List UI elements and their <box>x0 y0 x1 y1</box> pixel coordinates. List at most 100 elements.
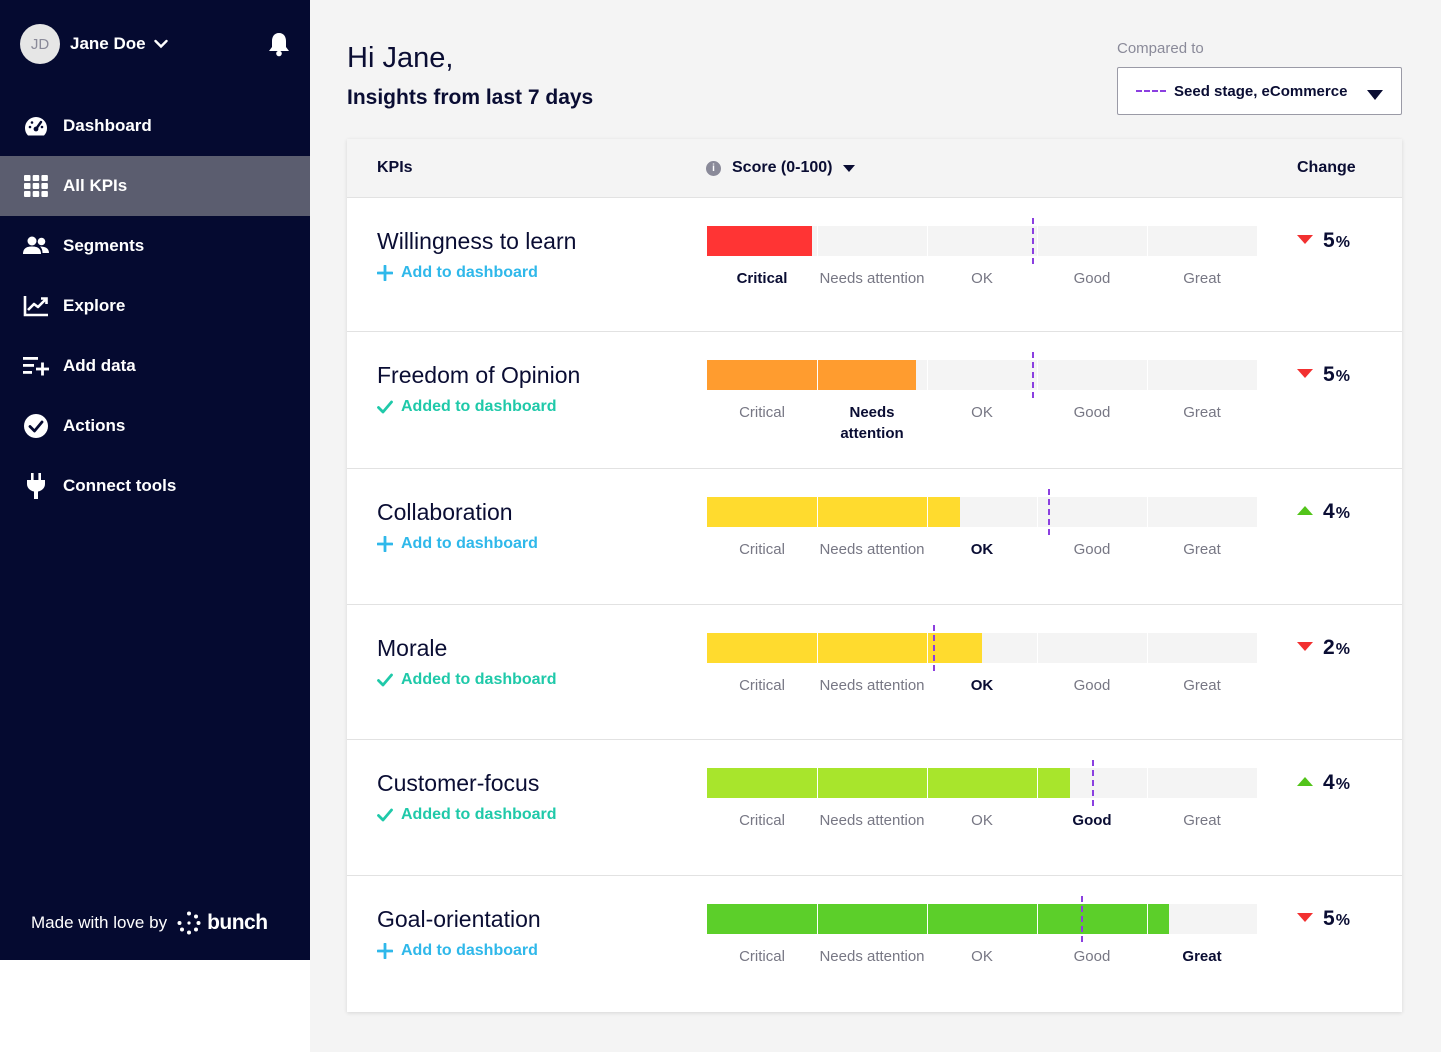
level-label: Good <box>1073 404 1111 421</box>
sidebar-item-dashboard[interactable]: Dashboard <box>0 96 310 156</box>
user-name[interactable]: Jane Doe <box>70 34 146 53</box>
score-sort[interactable]: i Score (0-100) <box>706 159 855 177</box>
bar-segment-divider <box>817 497 818 527</box>
dashboard-link-label[interactable]: Add to dashboard <box>401 535 538 552</box>
table-row: Goal-orientation Add to dashboard Critical… <box>347 876 1402 1012</box>
change-indicator: 2% <box>1297 636 1350 660</box>
level-label: Great <box>1183 812 1221 829</box>
sidebar-item-all-kpis[interactable]: All KPIs <box>0 156 310 216</box>
arrow-up-icon <box>1297 506 1313 515</box>
bar-segment-divider <box>1037 360 1038 390</box>
bar-segment-divider <box>927 633 928 663</box>
bar-segment-divider <box>1037 497 1038 527</box>
avatar[interactable]: JD <box>20 24 60 64</box>
change-unit: % <box>1335 505 1350 522</box>
brand-name: bunch <box>207 911 268 934</box>
level-label: Critical <box>739 948 785 965</box>
change-value: 2 <box>1323 636 1335 659</box>
kpi-name[interactable]: Goal-orientation <box>377 906 541 932</box>
sidebar-item-label: Dashboard <box>63 116 152 135</box>
made-with-text: Made with love by <box>31 913 168 932</box>
benchmark-marker <box>1092 760 1094 806</box>
bar-segment-divider <box>927 497 928 527</box>
level-label: Good <box>1073 948 1111 965</box>
col-score[interactable]: Score (0-100) <box>732 159 833 176</box>
level-label: OK <box>971 270 993 287</box>
compare-dash-icon <box>1136 90 1166 92</box>
score-bar <box>707 489 1257 535</box>
score-bar-fill <box>707 768 1070 798</box>
level-label: Good <box>1073 541 1111 558</box>
change-unit: % <box>1335 641 1350 658</box>
caret-down-icon[interactable] <box>1367 87 1383 105</box>
sidebar-item-add-data[interactable]: Add data <box>0 336 310 396</box>
change-unit: % <box>1335 368 1350 385</box>
dashboard-link-label[interactable]: Added to dashboard <box>401 671 557 688</box>
sidebar-item-connect-tools[interactable]: Connect tools <box>0 456 310 516</box>
sidebar-item-label: Segments <box>63 236 145 255</box>
kpi-name[interactable]: Collaboration <box>377 499 513 525</box>
level-label: Great <box>1183 541 1221 558</box>
dashboard-link-label[interactable]: Add to dashboard <box>401 264 538 281</box>
score-bar-fill <box>707 360 916 390</box>
bar-segment-divider <box>927 768 928 798</box>
level-label: Needs attention <box>819 948 925 965</box>
level-label: Needs attention <box>819 270 925 287</box>
change-value: 4 <box>1323 771 1335 794</box>
add-to-dashboard-button[interactable]: Add to dashboard <box>377 942 538 960</box>
kpi-name[interactable]: Willingness to learn <box>377 228 577 254</box>
bar-segment-divider <box>817 768 818 798</box>
dashboard-link-label[interactable]: Added to dashboard <box>401 398 557 415</box>
bar-segment-divider <box>1037 768 1038 798</box>
dashboard-link-label[interactable]: Add to dashboard <box>401 942 538 959</box>
level-label: Critical <box>739 404 785 421</box>
score-bar-fill <box>707 497 960 527</box>
level-label: Good <box>1073 677 1111 694</box>
grid-icon <box>23 173 49 199</box>
bar-segment-divider <box>1147 226 1148 256</box>
table-row: Customer-focus Added to dashboard Critical… <box>347 740 1402 876</box>
level-label: Needs attention <box>819 677 925 694</box>
sidebar-item-segments[interactable]: Segments <box>0 216 310 276</box>
plus-icon <box>377 265 393 281</box>
bar-segment-divider <box>1147 633 1148 663</box>
sidebar-item-label: All KPIs <box>63 176 128 195</box>
dashboard-link-label[interactable]: Added to dashboard <box>401 806 557 823</box>
bar-segment-divider <box>817 226 818 256</box>
sidebar-item-actions[interactable]: Actions <box>0 396 310 456</box>
arrow-up-icon <box>1297 777 1313 786</box>
compare-value[interactable]: Seed stage, eCommerce <box>1174 82 1348 100</box>
kpi-name[interactable]: Freedom of Opinion <box>377 362 581 388</box>
level-label: Needs attention <box>840 404 904 442</box>
kpi-name[interactable]: Morale <box>377 635 448 661</box>
sidebar-bottom-spacer <box>0 960 310 1052</box>
score-bar <box>707 760 1257 806</box>
bell-icon[interactable] <box>267 31 291 62</box>
added-to-dashboard-button[interactable]: Added to dashboard <box>377 806 557 824</box>
compare-select[interactable]: Seed stage, eCommerce <box>1117 67 1402 115</box>
chevron-down-icon[interactable] <box>153 36 168 54</box>
page-subtitle: Insights from last 7 days <box>347 86 594 109</box>
added-to-dashboard-button[interactable]: Added to dashboard <box>377 398 557 416</box>
kpi-name[interactable]: Customer-focus <box>377 770 540 796</box>
score-bar <box>707 352 1257 398</box>
sidebar-item-explore[interactable]: Explore <box>0 276 310 336</box>
level-label: Good <box>1073 270 1111 287</box>
change-indicator: 4% <box>1297 500 1350 524</box>
added-to-dashboard-button[interactable]: Added to dashboard <box>377 671 557 689</box>
check-icon <box>377 399 393 415</box>
bar-segment-divider <box>1147 768 1148 798</box>
info-icon[interactable]: i <box>706 160 721 176</box>
user-menu[interactable]: JD Jane Doe <box>20 24 168 64</box>
kpi-table: KPIs i Score (0-100) Change Willingness … <box>347 139 1402 1012</box>
score-bar-fill <box>707 226 812 256</box>
sidebar-item-label: Explore <box>63 296 126 315</box>
level-label: OK <box>971 404 993 421</box>
users-icon <box>23 233 49 259</box>
change-indicator: 5% <box>1297 363 1350 387</box>
add-to-dashboard-button[interactable]: Add to dashboard <box>377 264 538 282</box>
benchmark-marker <box>1032 218 1034 264</box>
caret-down-icon[interactable] <box>842 159 855 177</box>
add-to-dashboard-button[interactable]: Add to dashboard <box>377 535 538 553</box>
bar-segment-divider <box>1037 904 1038 934</box>
